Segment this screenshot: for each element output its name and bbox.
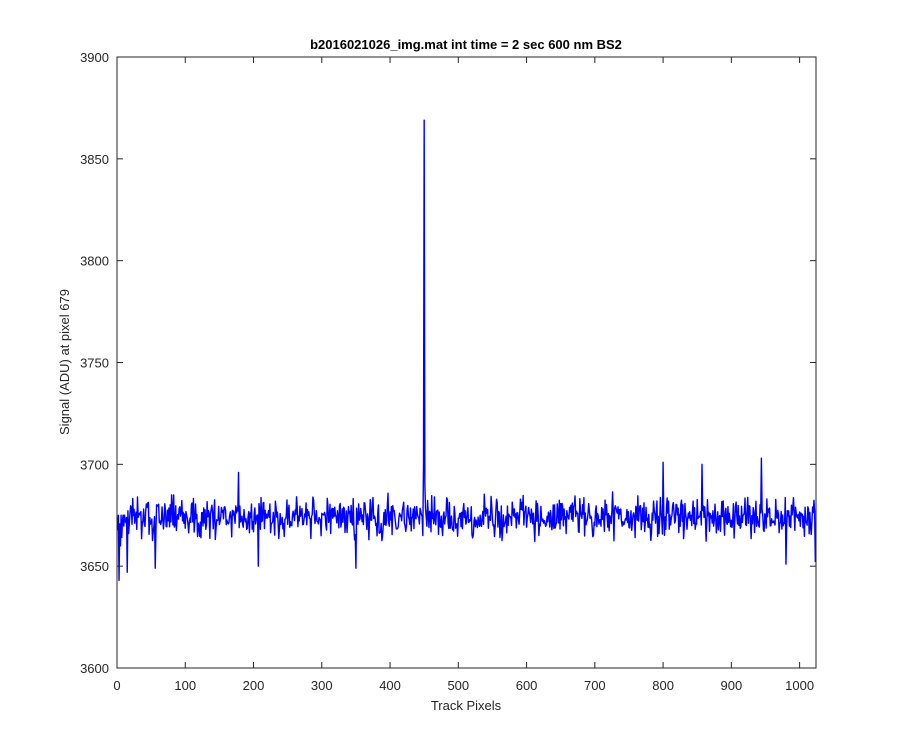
series-layer	[116, 119, 817, 582]
x-tick-label: 1000	[785, 678, 814, 693]
x-tick-label: 900	[721, 678, 743, 693]
plot-area	[117, 57, 816, 668]
axes-layer: 0 100 200 300 400 500 600 700 800 900 1000 3600 3650…	[80, 50, 817, 693]
y-tick-label: 3800	[80, 254, 109, 269]
x-tick-label: 400	[379, 678, 401, 693]
y-tick-label: 3600	[80, 661, 109, 676]
x-tick-label: 800	[652, 678, 674, 693]
x-tick-label: 500	[447, 678, 469, 693]
y-axis-title: Signal (ADU) at pixel 679	[57, 289, 72, 435]
chart-title: b2016021026_img.mat int time = 2 sec 600…	[310, 37, 622, 52]
x-axis-title: Track Pixels	[431, 698, 502, 713]
x-tick-label: 300	[311, 678, 333, 693]
x-tick-label: 100	[174, 678, 196, 693]
series-line	[116, 119, 817, 582]
x-tick-label: 600	[516, 678, 538, 693]
x-tick-label: 200	[243, 678, 265, 693]
x-tick-label: 0	[113, 678, 120, 693]
y-tick-label: 3900	[80, 50, 109, 65]
y-tick-label: 3850	[80, 152, 109, 167]
y-tick-label: 3650	[80, 559, 109, 574]
y-tick-label: 3750	[80, 356, 109, 371]
x-tick-label: 700	[584, 678, 606, 693]
y-tick-label: 3700	[80, 457, 109, 472]
